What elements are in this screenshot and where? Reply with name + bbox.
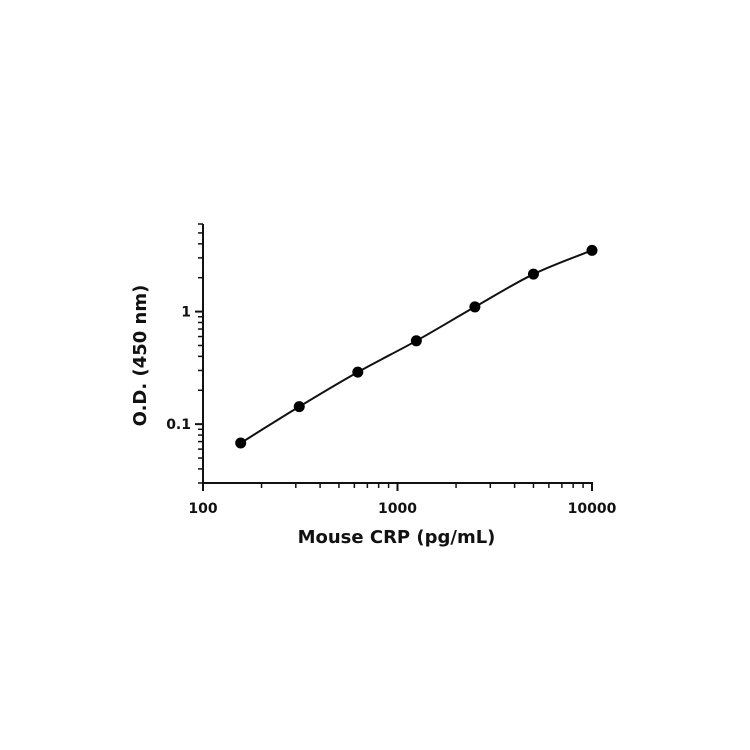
- tick-labels: 0.1 1 100 1000 10000: [166, 305, 616, 517]
- x-axis-title: Mouse CRP (pg/mL): [298, 527, 496, 548]
- data-point: [410, 335, 422, 347]
- data-point: [469, 301, 481, 313]
- y-tick-label: 0.1: [166, 417, 191, 433]
- data-point: [293, 401, 305, 413]
- data-point: [586, 244, 598, 256]
- data-point: [352, 366, 364, 378]
- x-tick-label: 10000: [568, 501, 617, 517]
- axes: [202, 224, 593, 484]
- data-point: [235, 437, 247, 449]
- y-axis-title: O.D. (450 nm): [130, 285, 151, 427]
- y-tick-label: 1: [181, 305, 191, 321]
- fit-curve: [240, 249, 593, 444]
- x-tick-label: 100: [188, 501, 217, 517]
- ticks: [195, 223, 593, 491]
- data-points: [235, 244, 598, 449]
- x-tick-label: 1000: [378, 501, 417, 517]
- data-point: [527, 268, 539, 280]
